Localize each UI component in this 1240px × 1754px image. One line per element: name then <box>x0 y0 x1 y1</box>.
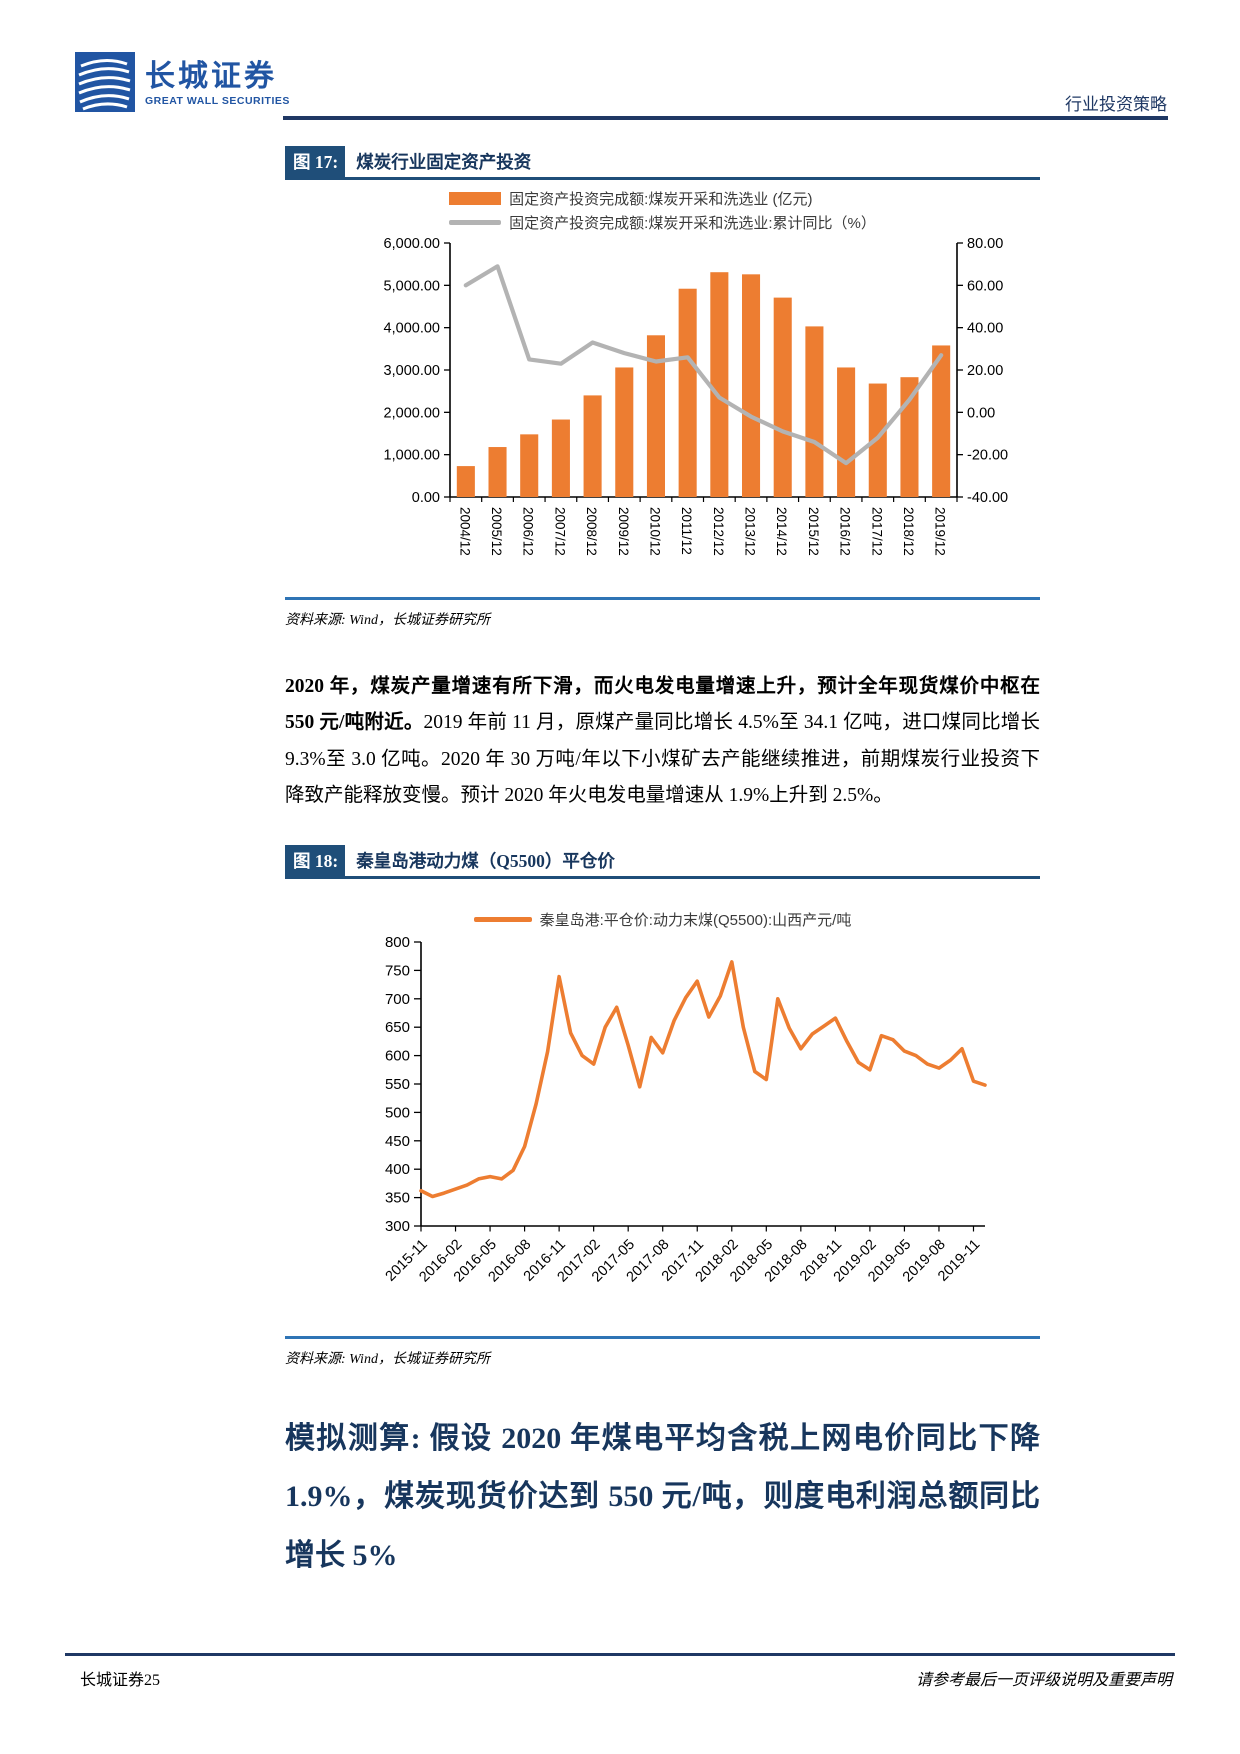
svg-text:80.00: 80.00 <box>967 236 1003 252</box>
svg-text:2009/12: 2009/12 <box>616 507 631 556</box>
svg-text:2014/12: 2014/12 <box>774 507 789 556</box>
svg-text:6,000.00: 6,000.00 <box>384 236 440 252</box>
bar-series-label: 固定资产投资完成额:煤炭开采和洗选业 (亿元) <box>509 191 813 208</box>
svg-text:2019/12: 2019/12 <box>933 507 948 556</box>
svg-text:550: 550 <box>385 1076 410 1093</box>
svg-text:-40.00: -40.00 <box>967 490 1008 506</box>
fixed-asset-investment-chart: 6,000.00 5,000.00 4,000.00 3,000.00 2,000.00… <box>384 236 1009 556</box>
body-paragraph: 2020 年，煤炭产量增速有所下滑，而火电发电量增速上升，预计全年现货煤价中枢在… <box>285 669 1040 816</box>
header-divider <box>283 116 1168 120</box>
svg-text:40.00: 40.00 <box>967 321 1003 337</box>
figure-17-tag: 图 17: <box>285 146 346 177</box>
svg-text:20.00: 20.00 <box>967 363 1003 379</box>
svg-text:350: 350 <box>385 1190 410 1207</box>
line-series-swatch <box>449 220 502 225</box>
svg-text:60.00: 60.00 <box>967 278 1003 294</box>
legend-item-price-line: 秦皇岛港:平仓价:动力末煤(Q5500):山西产元/吨 <box>473 909 852 930</box>
figure-17-block: 图 17: 煤炭行业固定资产投资 固定资产投资完成额:煤炭开采和洗选业 (亿元)… <box>285 146 1040 629</box>
svg-text:0.00: 0.00 <box>967 405 995 421</box>
legend-item-bar: 固定资产投资完成额:煤炭开采和洗选业 (亿元) <box>449 188 876 209</box>
figure-18-source: 资料来源: Wind，长城证券研究所 <box>285 1351 490 1367</box>
svg-text:500: 500 <box>385 1105 410 1122</box>
svg-text:2015/12: 2015/12 <box>806 507 821 556</box>
svg-text:2018/12: 2018/12 <box>901 507 916 556</box>
brand-name-en: GREAT WALL SECURITIES <box>145 95 290 107</box>
figure-17-title: 煤炭行业固定资产投资 <box>356 152 532 172</box>
svg-text:2006/12: 2006/12 <box>521 507 536 556</box>
footer-disclaimer: 请参考最后一页评级说明及重要声明 <box>915 1672 1172 1689</box>
content-column: 图 17: 煤炭行业固定资产投资 固定资产投资完成额:煤炭开采和洗选业 (亿元)… <box>285 146 1040 1585</box>
figure-17-source: 资料来源: Wind，长城证券研究所 <box>285 612 490 628</box>
figure-17-legend: 固定资产投资完成额:煤炭开采和洗选业 (亿元) 固定资产投资完成额:煤炭开采和洗… <box>449 188 876 233</box>
svg-text:2016/12: 2016/12 <box>838 507 853 556</box>
svg-text:2007/12: 2007/12 <box>552 507 567 556</box>
svg-text:2011/12: 2011/12 <box>679 507 694 555</box>
brand-logo: 长城证券 GREAT WALL SECURITIES <box>75 52 290 112</box>
coal-price-chart: 8007507006506005505004504003503002015-11… <box>383 934 987 1286</box>
legend-item-line: 固定资产投资完成额:煤炭开采和洗选业:累计同比（%） <box>449 212 876 233</box>
svg-text:400: 400 <box>385 1161 410 1178</box>
footer-divider <box>65 1653 1175 1656</box>
svg-text:2012/12: 2012/12 <box>711 507 726 556</box>
brand-text: 长城证券 GREAT WALL SECURITIES <box>145 52 290 107</box>
figure-18-titlebar: 图 18: 秦皇岛港动力煤（Q5500）平仓价 <box>285 845 1040 880</box>
svg-text:700: 700 <box>385 991 410 1008</box>
svg-text:2008/12: 2008/12 <box>584 507 599 556</box>
brand-name-cn: 长城证券 <box>145 60 277 93</box>
section-heading: 模拟测算: 假设 2020 年煤电平均含税上网电价同比下降 1.9%，煤炭现货价… <box>285 1421 1040 1572</box>
svg-text:800: 800 <box>385 934 410 951</box>
svg-text:650: 650 <box>385 1019 410 1036</box>
svg-text:300: 300 <box>385 1218 410 1235</box>
bar-series-swatch <box>449 192 502 205</box>
svg-text:0.00: 0.00 <box>412 490 440 506</box>
svg-text:2,000.00: 2,000.00 <box>384 405 440 421</box>
price-line-label: 秦皇岛港:平仓价:动力末煤(Q5500):山西产元/吨 <box>539 912 852 930</box>
svg-text:600: 600 <box>385 1048 410 1065</box>
svg-text:-20.00: -20.00 <box>967 448 1008 464</box>
figure-18-legend: 秦皇岛港:平仓价:动力末煤(Q5500):山西产元/吨 <box>473 909 852 930</box>
doc-type-label: 行业投资策略 <box>1065 95 1167 114</box>
body-paragraph-bold: 2020 年，煤炭产量增速有所下滑，而火电发电量增速上升，预计全年现货煤价中枢在… <box>285 675 1040 734</box>
svg-text:3,000.00: 3,000.00 <box>384 363 440 379</box>
svg-text:5,000.00: 5,000.00 <box>384 278 440 294</box>
svg-text:1,000.00: 1,000.00 <box>384 448 440 464</box>
figure-17-source-divider <box>285 597 1040 600</box>
svg-text:2005/12: 2005/12 <box>489 507 504 556</box>
svg-text:2017/12: 2017/12 <box>869 507 884 556</box>
figure-18-title: 秦皇岛港动力煤（Q5500）平仓价 <box>356 851 615 872</box>
figure-18-source-divider <box>285 1336 1040 1339</box>
figure-17-titlebar: 图 17: 煤炭行业固定资产投资 <box>285 146 1040 180</box>
figure-18-block: 图 18: 秦皇岛港动力煤（Q5500）平仓价 秦皇岛港:平仓价:动力末煤(Q5… <box>285 845 1040 1368</box>
svg-text:2013/12: 2013/12 <box>743 507 758 556</box>
line-series-label: 固定资产投资完成额:煤炭开采和洗选业:累计同比（%） <box>509 215 876 232</box>
price-line-swatch <box>473 917 532 922</box>
svg-text:450: 450 <box>385 1133 410 1150</box>
figure-18-tag: 图 18: <box>285 845 346 877</box>
wave-logo-icon <box>75 52 135 112</box>
footer-page-label: 长城证券25 <box>80 1672 161 1689</box>
body-paragraph-rest: 2019 年前 11 月，原煤产量同比增长 4.5%至 34.1 亿吨，进口煤同… <box>285 712 1040 807</box>
svg-text:2010/12: 2010/12 <box>647 507 662 556</box>
svg-text:2004/12: 2004/12 <box>457 507 472 556</box>
svg-text:750: 750 <box>385 963 410 980</box>
svg-text:4,000.00: 4,000.00 <box>384 321 440 337</box>
